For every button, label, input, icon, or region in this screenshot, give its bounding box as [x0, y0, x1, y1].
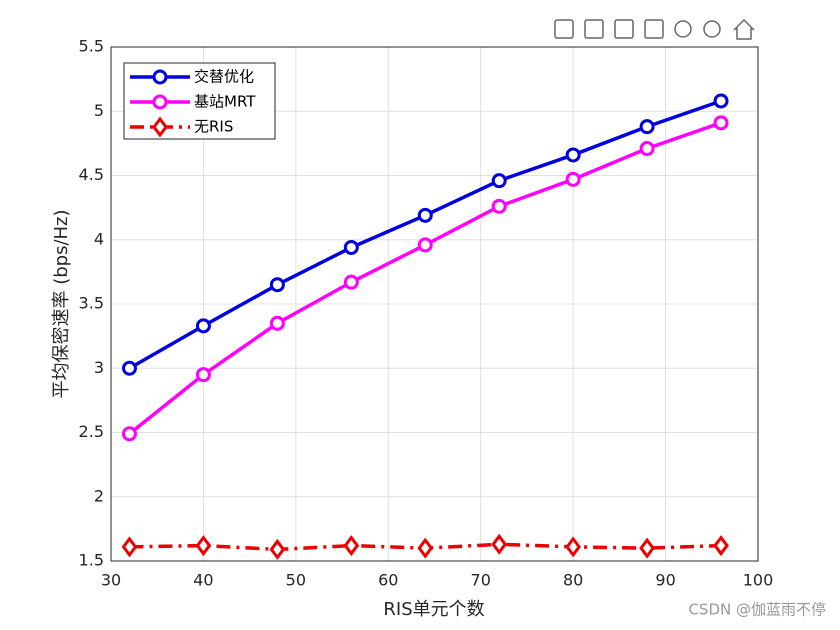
marker: [565, 536, 582, 558]
y-tick-label: 2: [94, 486, 104, 505]
marker: [121, 536, 138, 558]
x-tick-label: 90: [655, 571, 675, 590]
marker: [713, 93, 729, 109]
marker: [269, 277, 285, 293]
marker: [491, 198, 507, 214]
tool-icon[interactable]: [733, 18, 755, 40]
x-axis-label: RIS单元个数: [383, 599, 484, 620]
toolbar[interactable]: [554, 18, 755, 40]
y-tick-label: 3: [94, 358, 104, 377]
marker: [343, 274, 359, 290]
tool-icon[interactable]: [584, 19, 604, 39]
marker: [195, 535, 212, 557]
x-tick-label: 70: [471, 571, 491, 590]
y-tick-label: 1.5: [79, 551, 104, 570]
y-axis-label: 平均保密速率 (bps/Hz): [51, 209, 72, 398]
marker: [417, 537, 434, 559]
tool-icon[interactable]: [554, 19, 574, 39]
marker: [713, 115, 729, 131]
marker: [417, 237, 433, 253]
marker: [269, 315, 285, 331]
x-tick-label: 40: [193, 571, 213, 590]
marker: [565, 147, 581, 163]
marker: [195, 367, 211, 383]
tool-icon[interactable]: [644, 19, 664, 39]
marker: [565, 171, 581, 187]
tool-icon[interactable]: [703, 20, 721, 38]
watermark: CSDN @伽蓝雨不停: [688, 601, 826, 619]
marker: [195, 318, 211, 334]
y-tick-label: 4: [94, 229, 104, 248]
marker: [343, 535, 360, 557]
marker: [121, 360, 137, 376]
marker: [639, 119, 655, 135]
marker: [417, 207, 433, 223]
y-tick-label: 5.5: [79, 37, 104, 56]
marker: [121, 426, 137, 442]
marker: [639, 141, 655, 157]
x-tick-label: 50: [286, 571, 306, 590]
marker: [152, 69, 168, 85]
tool-icon[interactable]: [674, 20, 692, 38]
marker: [639, 537, 655, 559]
marker: [152, 116, 168, 138]
marker: [269, 538, 286, 560]
marker: [713, 535, 729, 557]
legend-label: 基站MRT: [194, 93, 256, 111]
y-tick-label: 3.5: [79, 294, 104, 313]
axes-box: [110, 46, 759, 562]
x-tick-label: 100: [743, 571, 774, 590]
marker: [491, 173, 507, 189]
marker: [152, 94, 168, 110]
marker: [343, 239, 359, 255]
x-tick-label: 60: [378, 571, 398, 590]
y-tick-label: 5: [94, 101, 104, 120]
x-tick-label: 80: [563, 571, 583, 590]
y-tick-label: 2.5: [79, 422, 104, 441]
y-tick-label: 4.5: [79, 165, 104, 184]
legend-label: 交替优化: [194, 68, 254, 86]
tool-icon[interactable]: [614, 19, 634, 39]
marker: [491, 533, 508, 555]
legend-label: 无RIS: [194, 118, 233, 136]
x-tick-label: 30: [101, 571, 121, 590]
